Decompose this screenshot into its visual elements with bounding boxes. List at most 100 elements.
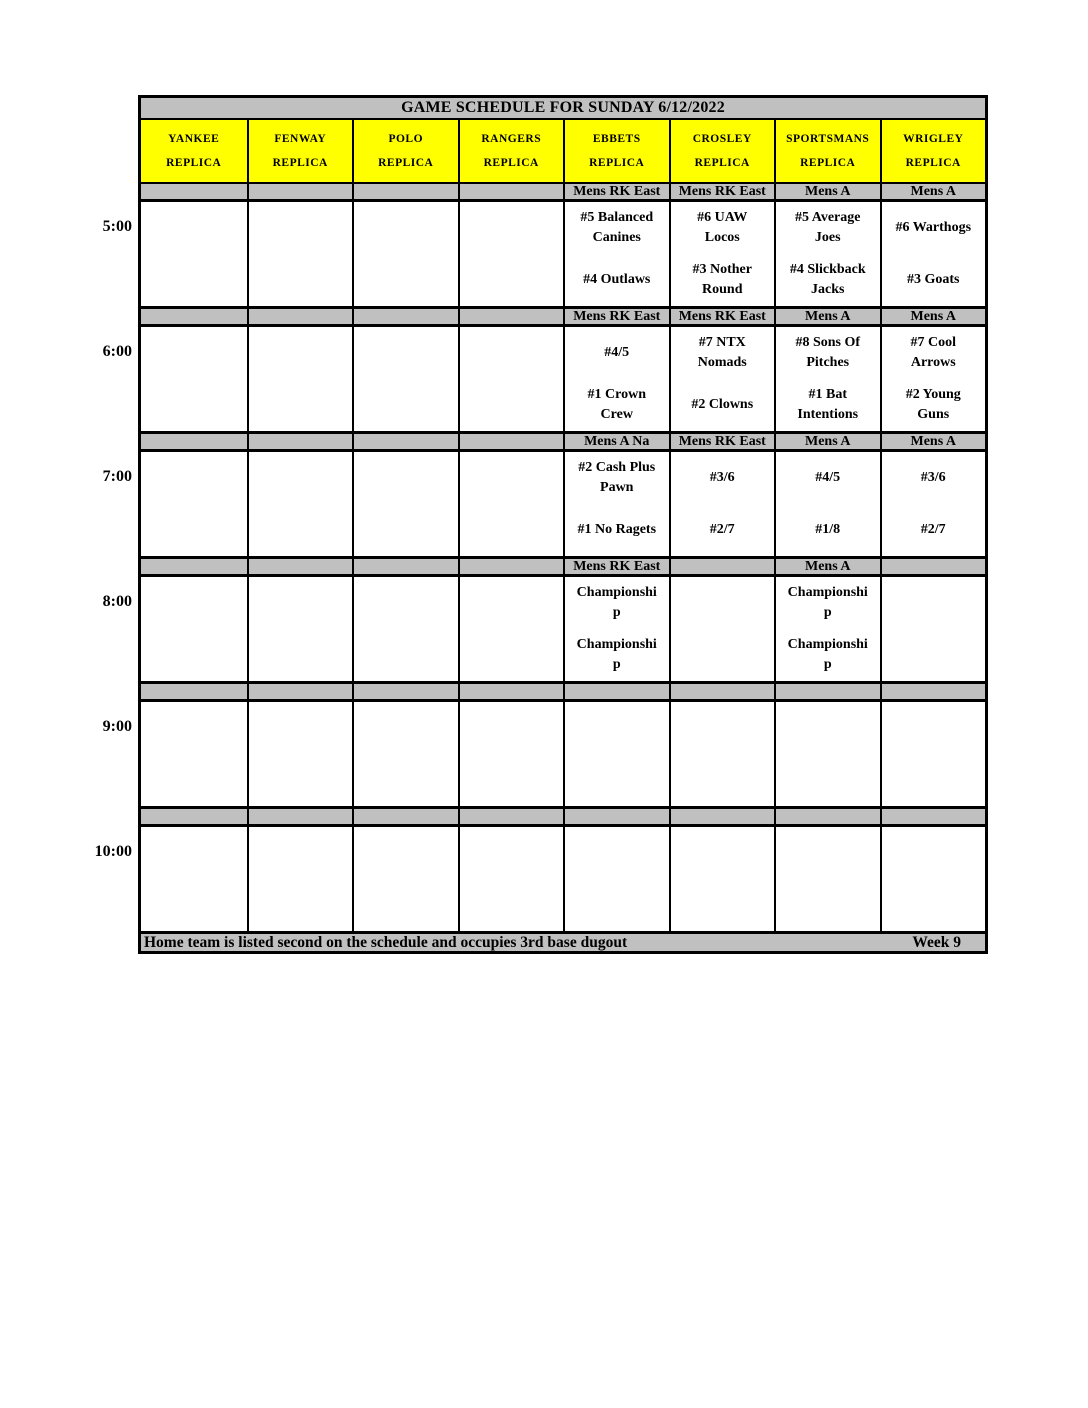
team-name: #3 Goats: [907, 272, 960, 287]
field-name: FENWAY: [274, 132, 327, 145]
band-cell: [457, 559, 563, 574]
game-row: 5:00 #5 Balanced Canines #4 Outlaws #6 U…: [103, 199, 986, 306]
band-cell-division: Mens A: [879, 184, 985, 199]
team-name: #2 Young Guns: [905, 387, 961, 422]
band-cell: [352, 434, 458, 449]
footer-bar: Home team is listed second on the schedu…: [141, 931, 985, 951]
team-name: #2/7: [920, 522, 946, 537]
team-name: #1 No Ragets: [577, 522, 657, 537]
band-cell-division: Mens RK East: [563, 559, 669, 574]
band-cell: [141, 559, 247, 574]
away-team: #2 Cash Plus Pawn: [565, 452, 669, 504]
game-cell: [879, 577, 985, 681]
home-team: Championship: [776, 629, 880, 681]
field-sub: REPLICA: [166, 157, 222, 170]
game-cell: [774, 702, 880, 806]
home-team: #4 Outlaws: [565, 254, 669, 306]
game-cell: [246, 327, 352, 431]
band-cell: [879, 684, 985, 699]
team-name: #5 Average Joes: [795, 210, 861, 245]
field-sub: REPLICA: [800, 157, 856, 170]
game-cell: [457, 577, 563, 681]
home-team: #2/7: [671, 504, 775, 556]
field-sub: REPLICA: [272, 157, 328, 170]
band-cell-division: Mens A: [774, 309, 880, 324]
game-cell: #7 Cool Arrows #2 Young Guns: [879, 327, 986, 431]
game-cell: [141, 702, 247, 806]
game-cell: #8 Sons Of Pitches #1 Bat Intentions: [774, 327, 880, 431]
field-header-row: YANKEE REPLICA FENWAY REPLICA POLO REPLI…: [141, 118, 985, 182]
game-cell: [352, 327, 458, 431]
game-cell: Championship Championship: [563, 577, 669, 681]
team-name: #5 Balanced Canines: [580, 210, 654, 245]
time-label: 5:00: [102, 218, 132, 235]
band-cell-division: Mens A: [774, 559, 880, 574]
band-cell: [246, 434, 352, 449]
game-cell: [141, 577, 247, 681]
home-team: #1 Bat Intentions: [776, 379, 880, 431]
band-cell: [457, 434, 563, 449]
band-cell-division: Mens RK East: [563, 184, 669, 199]
field-name: YANKEE: [168, 132, 220, 145]
team-name: #4 Slickback Jacks: [789, 262, 866, 297]
game-cell: [352, 827, 458, 931]
field-sub: REPLICA: [589, 157, 645, 170]
band-cell: [141, 809, 247, 824]
game-cell: Championship Championship: [774, 577, 880, 681]
game-cell: [141, 202, 247, 306]
away-team: Championship: [776, 577, 880, 629]
field-name: RANGERS: [481, 132, 542, 145]
field-sub: REPLICA: [483, 157, 539, 170]
field-header-polo: POLO REPLICA: [352, 120, 458, 182]
field-sub: REPLICA: [378, 157, 434, 170]
team-name: #7 Cool Arrows: [910, 335, 957, 370]
band-cell: [141, 684, 247, 699]
away-team: Championship: [565, 577, 669, 629]
field-name: POLO: [388, 132, 424, 145]
band-cell: [246, 684, 352, 699]
home-team: #2/7: [882, 504, 986, 556]
game-cell: [246, 202, 352, 306]
band-cell-division: Mens RK East: [563, 309, 669, 324]
band-cell-division: [879, 559, 985, 574]
game-cell: [457, 452, 563, 556]
game-cell: #2 Cash Plus Pawn #1 No Ragets: [563, 452, 669, 556]
team-name: #2 Clowns: [691, 397, 754, 412]
away-team: #3/6: [882, 452, 986, 504]
field-header-rangers: RANGERS REPLICA: [457, 120, 563, 182]
game-cell: #4/5 #1 Crown Crew: [563, 327, 669, 431]
band-cell: [774, 684, 880, 699]
band-cell: [457, 184, 563, 199]
team-name: Championship: [576, 637, 657, 672]
home-team: #3 Goats: [882, 254, 986, 306]
home-team: #4 Slickback Jacks: [776, 254, 880, 306]
away-team: #4/5: [565, 327, 669, 379]
footer-note: Home team is listed second on the schedu…: [144, 933, 628, 951]
field-name: WRIGLEY: [903, 132, 964, 145]
week-label: Week 9: [912, 933, 961, 951]
band-cell-division: Mens RK East: [668, 309, 774, 324]
game-row: 6:00 #4/5 #1 Crown Crew #7 NTX Nomads #2…: [103, 324, 986, 431]
team-name: #4/5: [604, 345, 630, 360]
team-name: #2 Cash Plus Pawn: [578, 460, 656, 495]
game-cell: [563, 827, 669, 931]
title-bar: GAME SCHEDULE FOR SUNDAY 6/12/2022: [141, 98, 985, 118]
home-team: #2 Young Guns: [882, 379, 986, 431]
game-cell: #3/6 #2/7: [668, 452, 775, 556]
game-cell: [246, 702, 352, 806]
team-name: #6 UAW Locos: [697, 210, 748, 245]
band-cell: [563, 684, 669, 699]
field-header-sportsmans: SPORTSMANS REPLICA: [774, 120, 880, 182]
game-cell: [352, 202, 458, 306]
division-band-row: Mens A Na Mens RK East Mens A Mens A: [141, 431, 985, 449]
game-cell: [668, 577, 774, 681]
band-cell: [246, 309, 352, 324]
away-team: #5 Average Joes: [776, 202, 880, 254]
away-team: #3/6: [671, 452, 775, 504]
game-cell: [457, 702, 563, 806]
game-cell: #3/6 #2/7: [879, 452, 986, 556]
field-sub: REPLICA: [694, 157, 750, 170]
schedule-table: GAME SCHEDULE FOR SUNDAY 6/12/2022 YANKE…: [95, 95, 988, 954]
game-row: 9:00: [103, 699, 985, 806]
division-band-row: [141, 681, 985, 699]
